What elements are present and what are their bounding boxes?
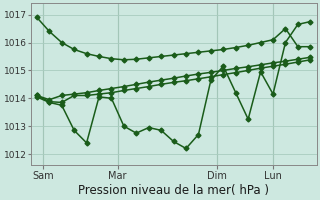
X-axis label: Pression niveau de la mer( hPa ): Pression niveau de la mer( hPa ) — [78, 184, 269, 197]
